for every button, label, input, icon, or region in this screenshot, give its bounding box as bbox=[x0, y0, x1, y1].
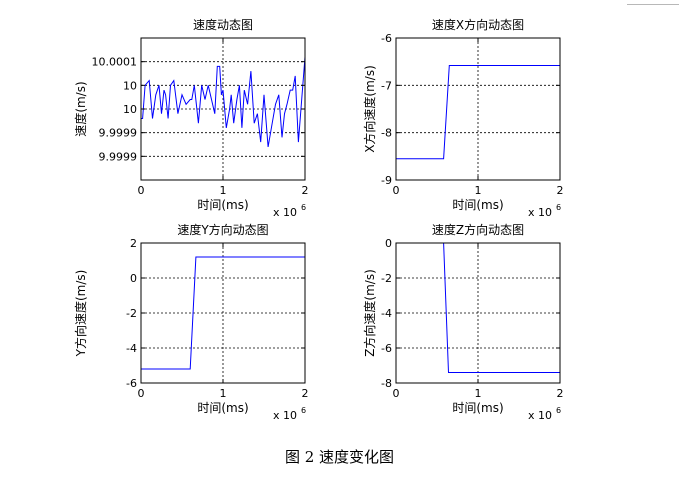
x-tick-label: 2 bbox=[557, 184, 564, 197]
y-tick-label: -8 bbox=[381, 377, 392, 390]
y-tick-label: -2 bbox=[381, 272, 392, 285]
y-tick-label: 10.0001 bbox=[92, 56, 138, 69]
y-tick-label: 10 bbox=[123, 79, 137, 92]
x-tick-label: 1 bbox=[220, 387, 227, 400]
x-axis-label: 时间(ms) bbox=[197, 401, 248, 415]
x-multiplier-exponent: 6 bbox=[301, 406, 306, 415]
subplot-title: 速度Y方向动态图 bbox=[177, 222, 268, 237]
series-line bbox=[141, 256, 305, 370]
x-tick-label: 0 bbox=[393, 184, 400, 197]
x-multiplier: x 10 bbox=[273, 409, 297, 422]
y-tick-label: 9.9999 bbox=[99, 150, 138, 163]
y-tick-label: -6 bbox=[381, 32, 392, 45]
x-tick-label: 1 bbox=[475, 184, 482, 197]
x-tick-label: 2 bbox=[557, 387, 564, 400]
subplot-title: 速度Z方向动态图 bbox=[432, 222, 524, 237]
x-tick-label: 1 bbox=[220, 184, 227, 197]
series-line bbox=[396, 65, 560, 160]
y-tick-label: -6 bbox=[381, 342, 392, 355]
x-multiplier: x 10 bbox=[528, 409, 552, 422]
x-multiplier-exponent: 6 bbox=[301, 203, 306, 212]
y-tick-label: -6 bbox=[126, 377, 137, 390]
x-tick-label: 2 bbox=[302, 387, 309, 400]
y-axis-label: Y方向速度(m/s) bbox=[73, 270, 88, 358]
figure-caption: 图 2 速度变化图 bbox=[284, 448, 395, 466]
y-tick-label: 0 bbox=[130, 272, 137, 285]
y-tick-label: -2 bbox=[126, 307, 137, 320]
y-axis-label: X方向速度(m/s) bbox=[362, 65, 377, 153]
x-multiplier-exponent: 6 bbox=[556, 406, 561, 415]
subplot-title: 速度X方向动态图 bbox=[432, 17, 524, 32]
x-axis-label: 时间(ms) bbox=[452, 401, 503, 415]
y-tick-label: -7 bbox=[381, 79, 392, 92]
x-multiplier: x 10 bbox=[528, 206, 552, 219]
y-axis-label: 速度(m/s) bbox=[73, 81, 88, 136]
series-line bbox=[141, 56, 306, 147]
x-tick-label: 0 bbox=[138, 184, 145, 197]
corner-rule bbox=[627, 0, 679, 5]
y-tick-label: -4 bbox=[381, 307, 392, 320]
y-tick-label: 9.9999 bbox=[99, 127, 138, 140]
x-axis-label: 时间(ms) bbox=[452, 198, 503, 212]
x-tick-label: 1 bbox=[475, 387, 482, 400]
y-tick-label: 10 bbox=[123, 103, 137, 116]
y-tick-label: 0 bbox=[385, 237, 392, 250]
x-multiplier-exponent: 6 bbox=[556, 203, 561, 212]
y-tick-label: 2 bbox=[130, 237, 137, 250]
subplot-title: 速度动态图 bbox=[193, 17, 253, 32]
x-multiplier: x 10 bbox=[273, 206, 297, 219]
x-axis-label: 时间(ms) bbox=[197, 198, 248, 212]
x-tick-label: 0 bbox=[138, 387, 145, 400]
y-tick-label: -8 bbox=[381, 127, 392, 140]
y-axis-label: Z方向速度(m/s) bbox=[362, 269, 377, 357]
x-tick-label: 0 bbox=[393, 387, 400, 400]
y-tick-label: -4 bbox=[126, 342, 137, 355]
x-tick-label: 2 bbox=[302, 184, 309, 197]
y-tick-label: -9 bbox=[381, 174, 392, 187]
